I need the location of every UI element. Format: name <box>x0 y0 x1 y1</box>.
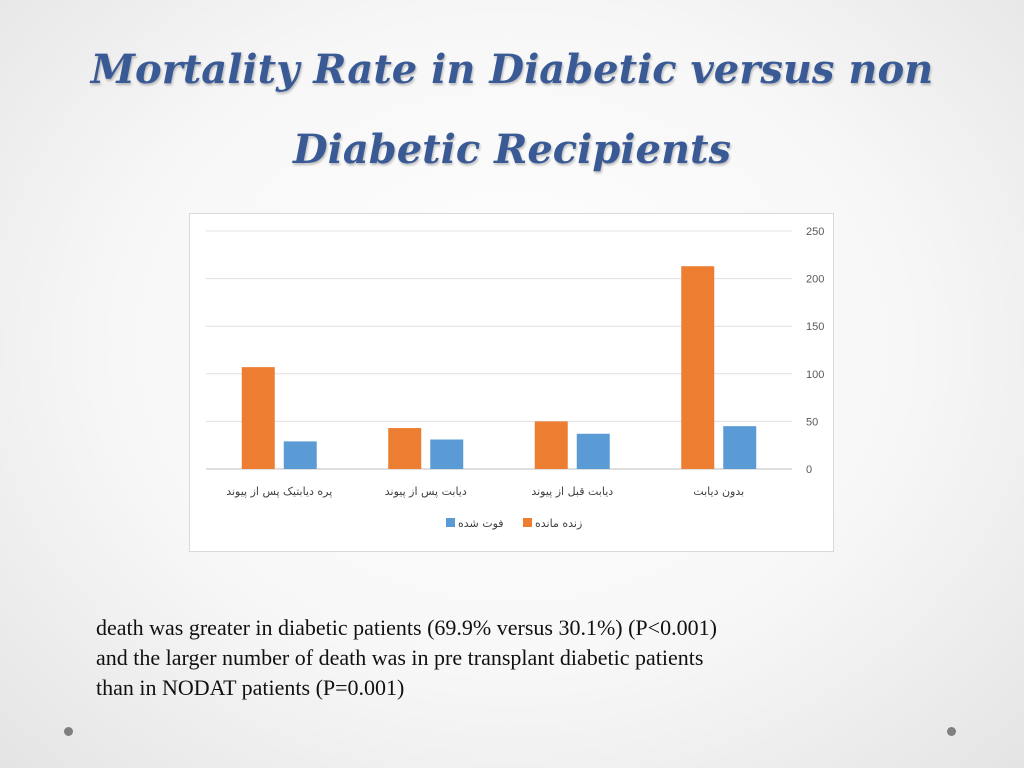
bar-survived-0 <box>241 367 275 469</box>
bar-survived-2 <box>534 421 568 469</box>
y-tick-labels: 0 50 100 150 200 250 <box>806 226 824 476</box>
category-labels: پره دیابتیک پس از پیوند دیابت پس از پیوند… <box>226 485 744 498</box>
bar-deceased-2 <box>576 433 610 469</box>
legend-swatch-survived <box>523 518 532 527</box>
y-tick-label: 100 <box>806 369 824 381</box>
category-label: دیابت پس از پیوند <box>385 485 467 498</box>
category-label: دیابت قبل از پیوند <box>531 485 613 498</box>
title-line-1: Mortality Rate in Diabetic versus non <box>90 46 934 93</box>
slide-dot-left <box>64 727 73 736</box>
slide-body-text: death was greater in diabetic patients (… <box>96 613 936 703</box>
chart-svg: 0 50 100 150 200 250 پره دیابتیک پس از پیوند د… <box>206 226 824 530</box>
bar-deceased-0 <box>283 441 317 469</box>
slide-title: Mortality Rate in Diabetic versus non Di… <box>0 30 1024 190</box>
bar-survived-1 <box>388 428 422 469</box>
title-line-2: Diabetic Recipients <box>292 126 732 173</box>
y-tick-label: 50 <box>806 416 818 428</box>
slide-dot-right <box>947 727 956 736</box>
bar-deceased-3 <box>723 426 757 469</box>
y-tick-label: 250 <box>806 226 824 238</box>
legend-label-deceased: فوت شده <box>458 517 504 530</box>
body-line-2: and the larger number of death was in pr… <box>96 645 704 670</box>
category-label: پره دیابتیک پس از پیوند <box>226 485 332 498</box>
y-tick-label: 200 <box>806 274 824 286</box>
bar-survived-3 <box>681 266 715 469</box>
legend: زنده مانده فوت شده <box>446 517 582 530</box>
body-line-3: than in NODAT patients (P=0.001) <box>96 675 405 700</box>
legend-swatch-deceased <box>446 518 455 527</box>
bar-chart: 0 50 100 150 200 250 پره دیابتیک پس از پیوند د… <box>189 213 834 552</box>
bar-deceased-1 <box>430 439 464 469</box>
y-tick-label: 150 <box>806 321 824 333</box>
category-label: بدون دیابت <box>693 485 744 498</box>
legend-label-survived: زنده مانده <box>535 517 582 530</box>
body-line-1: death was greater in diabetic patients (… <box>96 615 717 640</box>
bars <box>241 266 757 469</box>
y-tick-label: 0 <box>806 464 812 476</box>
